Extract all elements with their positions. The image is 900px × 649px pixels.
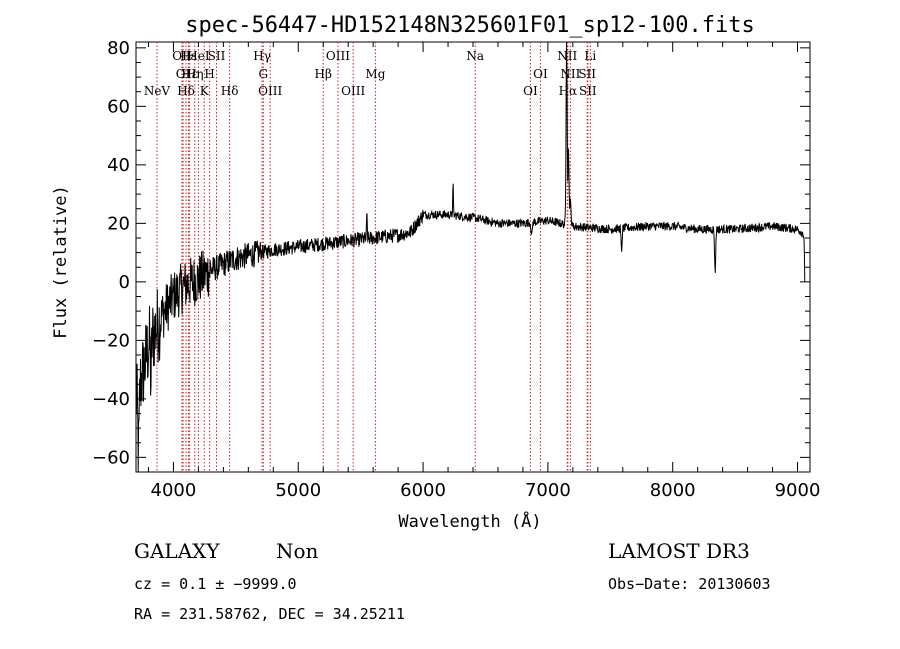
axis-ticks: 4000 5000 6000 7000 8000 9000 80 60 40 20 0 −20 −40 −…: [92, 38, 820, 501]
emission-line-label: SII: [578, 67, 596, 81]
x-tick-label: 7000: [525, 480, 571, 501]
x-axis-label: Wavelength (Å): [398, 510, 541, 532]
emission-line-label: OIII: [258, 84, 282, 98]
y-tick-label: −20: [92, 330, 130, 351]
emission-line-label: NII: [557, 49, 577, 63]
x-tick-label: 6000: [400, 480, 446, 501]
spectrum-series: [135, 41, 806, 473]
emission-line-label: Hβ: [315, 67, 332, 81]
object-subclass: Non: [276, 539, 319, 563]
emission-line-label: Li: [584, 49, 596, 63]
emission-line-label: OI: [533, 67, 548, 81]
object-class: GALAXY: [134, 539, 220, 563]
redshift-cz: cz = 0.1 ± −9999.0: [134, 575, 297, 593]
x-tick-label: 4000: [151, 480, 197, 501]
y-axis-label: Flux (relative): [51, 185, 71, 339]
emission-line-label: SII: [579, 84, 597, 98]
y-tick-label: 80: [107, 38, 130, 59]
plot-area: 4000 5000 6000 7000 8000 9000 80 60 40 20 0 −20 −40 −…: [92, 38, 820, 501]
emission-line-label: OIII: [341, 84, 365, 98]
emission-line-label: G: [259, 67, 269, 81]
emission-line-label: K: [200, 84, 210, 98]
emission-line-label: NeV: [144, 84, 171, 98]
emission-line-label: Hα: [559, 84, 578, 98]
emission-line-label: OIII: [326, 49, 350, 63]
emission-line-label: Hη: [186, 67, 204, 81]
emission-line-labels: NeVOIIOIHδHεHεHηHeIKHSIIHδHγGOIIIHβOIIIO…: [144, 49, 597, 98]
x-tick-label: 8000: [650, 480, 696, 501]
y-tick-label: −40: [92, 389, 130, 410]
emission-line-label: Hε: [181, 67, 198, 81]
emission-line-label: Mg: [365, 67, 385, 81]
chart-title: spec-56447-HD152148N325601F01_sp12-100.f…: [185, 13, 755, 38]
emission-line-label: Hδ: [177, 84, 195, 98]
emission-line-label: OI: [176, 67, 191, 81]
emission-line-label: Hγ: [253, 49, 271, 63]
coordinates: RA = 231.58762, DEC = 34.25211: [134, 605, 405, 623]
y-tick-label: 40: [107, 155, 130, 176]
x-tick-label: 5000: [275, 480, 321, 501]
spectrum-line: [135, 41, 806, 473]
y-tick-label: 20: [107, 213, 130, 234]
y-tick-label: 60: [107, 96, 130, 117]
y-tick-label: 0: [119, 272, 130, 293]
emission-line-label: OI: [523, 84, 538, 98]
emission-line-label: OII: [172, 49, 192, 63]
obs-date: Obs−Date: 20130603: [608, 575, 771, 593]
emission-line-label: Na: [466, 49, 484, 63]
emission-line-label: H: [204, 67, 214, 81]
emission-line-label: Hε: [180, 49, 197, 63]
emission-line-label: NII: [560, 67, 580, 81]
emission-line-label: Hδ: [221, 84, 239, 98]
y-tick-label: −60: [92, 447, 130, 468]
emission-line-label: HeI: [187, 49, 210, 63]
x-tick-label: 9000: [775, 480, 821, 501]
emission-line-label: SII: [208, 49, 226, 63]
survey-name: LAMOST DR3: [608, 539, 750, 563]
